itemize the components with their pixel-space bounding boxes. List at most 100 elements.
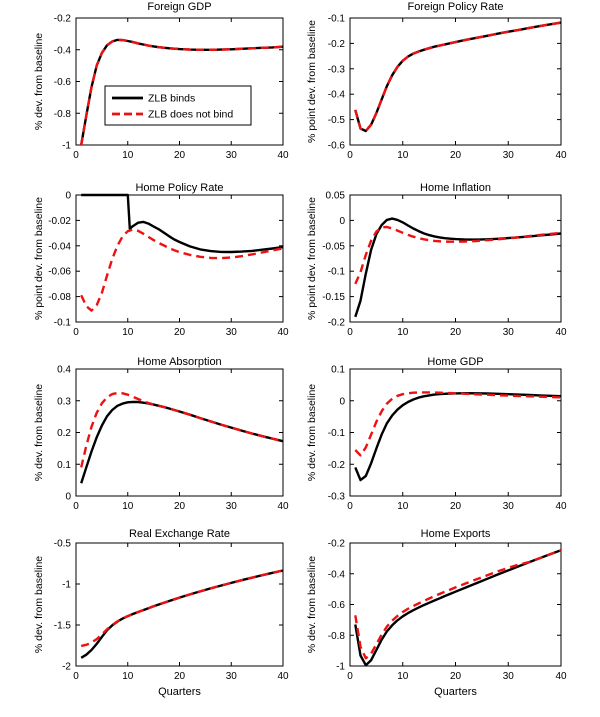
chart-title: Real Exchange Rate <box>129 528 230 540</box>
x-tick-label: 40 <box>277 150 289 161</box>
x-axis-label: Quarters <box>158 686 201 698</box>
chart-title: Home Policy Rate <box>135 182 224 194</box>
y-tick-label: 0.1 <box>331 365 345 376</box>
series-zlb-does-not-bind <box>354 391 562 457</box>
x-tick-label: 10 <box>122 501 134 512</box>
chart-title: Home Exports <box>420 528 491 540</box>
series-zlb-does-not-bind <box>80 569 284 648</box>
y-tick-label: -0.2 <box>328 460 346 471</box>
chart-title: Home Absorption <box>137 356 222 368</box>
y-tick-label: -0.05 <box>322 241 345 252</box>
x-tick-label: 20 <box>174 327 186 338</box>
x-tick-label: 20 <box>450 671 462 682</box>
y-tick-label: -0.1 <box>328 267 346 278</box>
y-tick-label: -0.6 <box>328 141 346 152</box>
series-zlb-binds <box>80 400 284 484</box>
series-zlb-binds <box>354 217 562 318</box>
series-zlb-binds <box>354 549 562 667</box>
y-tick-label: 0.05 <box>326 191 346 202</box>
y-tick-label: -1 <box>62 141 71 152</box>
x-tick-label: 40 <box>555 671 567 682</box>
y-tick-label: -0.2 <box>328 539 346 550</box>
y-tick-label: -0.6 <box>328 600 346 611</box>
series-zlb-does-not-bind <box>80 38 284 146</box>
home-gdp-plot: 0 10 20 30 40 -0.3 -0.2 -0.1 0 0.1 <box>328 365 567 513</box>
chart-title: Home Inflation <box>420 182 491 194</box>
y-tick-label: -1 <box>62 580 71 591</box>
series-zlb-does-not-bind <box>80 228 284 312</box>
y-tick-label: -1.5 <box>54 621 72 632</box>
y-tick-label: -0.02 <box>48 216 71 227</box>
x-tick-label: 0 <box>347 327 353 338</box>
subplot-home-inflation: Home Inflation % point dev. from baselin… <box>300 176 600 351</box>
series-zlb-binds <box>81 193 284 254</box>
y-tick-label: 0.2 <box>57 428 71 439</box>
x-tick-label: 10 <box>122 671 134 682</box>
foreign-gdp-plot: 0 10 20 30 40 -1 -0.8 -0.6 -0.4 -0.2 ZLB binds ZLB … <box>54 14 289 162</box>
x-tick-label: 20 <box>174 150 186 161</box>
subplot-home-exports: Home Exports % dev. from baseline Quarte… <box>300 522 600 717</box>
y-tick-label: -0.06 <box>48 267 71 278</box>
home-inflation-plot: 0 10 20 30 40 -0.2 -0.15 -0.1 -0.05 0 0.05 <box>322 191 567 339</box>
x-tick-label: 40 <box>277 327 289 338</box>
legend-box <box>104 85 252 126</box>
y-tick-label: -0.1 <box>54 318 72 329</box>
x-tick-label: 0 <box>73 671 79 682</box>
x-tick-label: 40 <box>277 501 289 512</box>
y-tick-label: -0.8 <box>54 109 72 120</box>
series-zlb-binds <box>354 21 562 133</box>
axes-box <box>75 194 284 323</box>
x-tick-label: 30 <box>226 327 238 338</box>
x-tick-label: 10 <box>122 150 134 161</box>
x-tick-label: 30 <box>503 671 515 682</box>
real-exchange-rate-plot: 0 10 20 30 40 -2 -1.5 -1 -0.5 <box>54 539 289 683</box>
y-tick-label: 0 <box>65 492 71 503</box>
y-tick-label: -0.5 <box>328 115 346 126</box>
y-tick-label: -0.2 <box>54 14 72 25</box>
x-tick-label: 20 <box>174 671 186 682</box>
y-tick-label: -0.4 <box>328 569 346 580</box>
y-tick-label: -0.08 <box>48 292 71 303</box>
subplot-home-policy-rate: Home Policy Rate % point dev. from basel… <box>0 176 300 351</box>
y-tick-label: -0.4 <box>54 45 72 56</box>
home-absorption-plot: 0 10 20 30 40 0 0.1 0.2 0.3 0.4 <box>57 365 289 513</box>
series-zlb-does-not-bind <box>80 391 284 468</box>
x-tick-label: 10 <box>397 501 409 512</box>
y-tick-label: -0.6 <box>54 77 72 88</box>
x-tick-label: 10 <box>397 671 409 682</box>
foreign-policy-rate-plot: 0 10 20 30 40 -0.6 -0.5 -0.4 -0.3 -0.2 -0.1 <box>328 14 567 162</box>
x-tick-label: 30 <box>503 501 515 512</box>
x-tick-label: 0 <box>347 671 353 682</box>
axes-box <box>349 194 562 323</box>
y-tick-label: -0.5 <box>54 539 72 550</box>
x-tick-label: 20 <box>450 150 462 161</box>
x-tick-label: 10 <box>397 150 409 161</box>
x-tick-label: 30 <box>226 150 238 161</box>
series-zlb-does-not-bind <box>354 549 562 660</box>
series-zlb-binds <box>80 569 284 659</box>
home-policy-rate-plot: 0 10 20 30 40 -0.1 -0.08 -0.06 -0.04 -0.02 0 <box>48 191 289 339</box>
y-tick-label: -0.1 <box>328 14 346 25</box>
subplot-home-gdp: Home GDP % dev. from baseline 0 10 20 30 40-… <box>300 351 600 522</box>
chart-title: Home GDP <box>427 356 484 368</box>
subplot-foreign-policy-rate: Foreign Policy Rate % point dev. from ba… <box>300 0 600 176</box>
x-tick-label: 40 <box>555 327 567 338</box>
y-tick-label: -0.15 <box>322 292 345 303</box>
y-tick-label: 0.4 <box>57 365 71 376</box>
chart-title: Foreign Policy Rate <box>407 1 504 13</box>
axes-box <box>75 542 284 667</box>
x-tick-label: 0 <box>347 501 353 512</box>
y-tick-label: 0 <box>339 396 345 407</box>
home-exports-plot: 0 10 20 30 40 -1 -0.8 -0.6 -0.4 -0.2 <box>328 539 567 683</box>
y-tick-label: -0.04 <box>48 241 71 252</box>
y-tick-label: -2 <box>62 662 71 673</box>
y-tick-label: -1 <box>336 662 345 673</box>
y-tick-label: 0 <box>65 191 71 202</box>
subplot-real-exchange-rate: Real Exchange Rate % dev. from baseline … <box>0 522 300 717</box>
x-tick-label: 30 <box>226 501 238 512</box>
x-tick-label: 0 <box>73 150 79 161</box>
y-tick-label: -0.2 <box>328 39 346 50</box>
x-tick-label: 20 <box>450 327 462 338</box>
series-zlb-does-not-bind <box>354 21 562 133</box>
x-tick-label: 0 <box>73 327 79 338</box>
